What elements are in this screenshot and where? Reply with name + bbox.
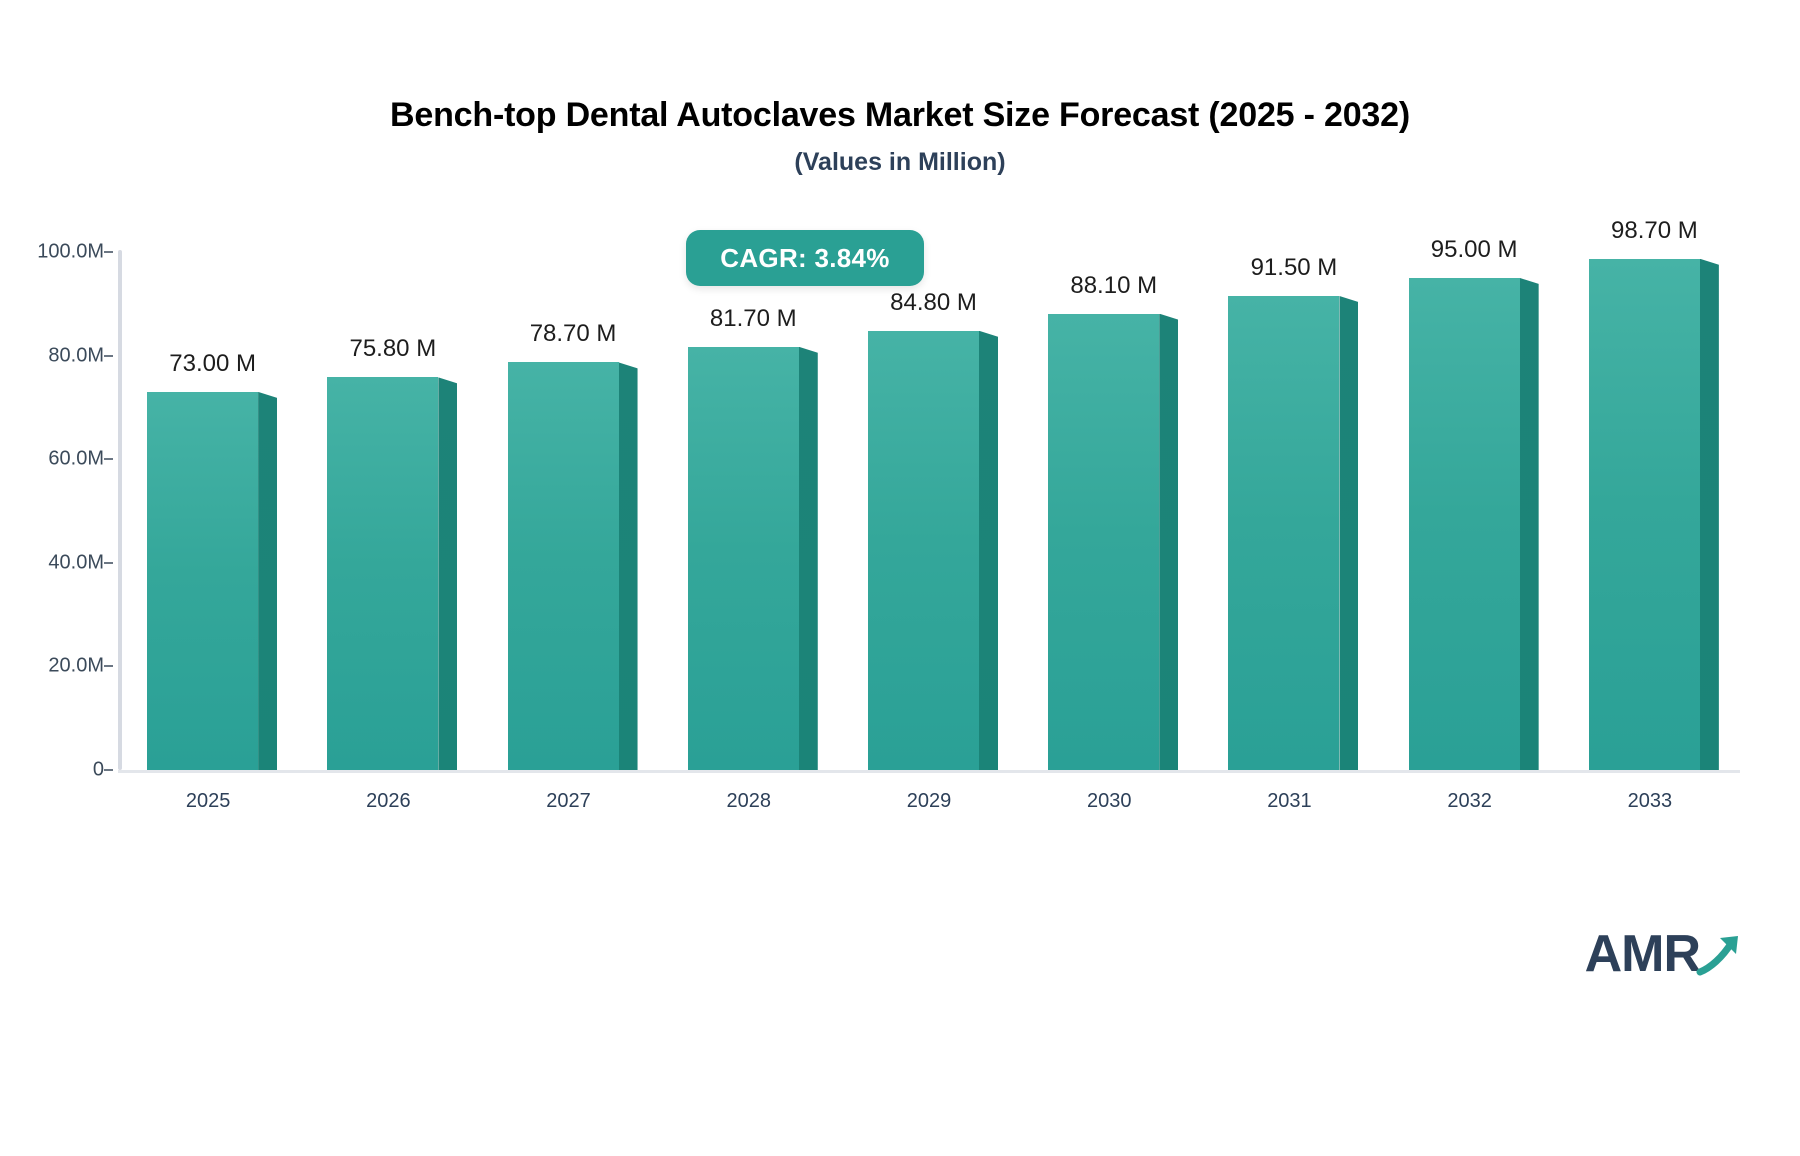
y-axis-tick-mark: [104, 665, 113, 668]
y-axis-tick-mark: [104, 251, 113, 253]
bar-column[interactable]: 75.80 M: [327, 252, 458, 770]
y-axis-tick-mark: [104, 769, 113, 771]
bar-front-face: [1408, 277, 1520, 770]
y-axis-tick-mark: [104, 354, 113, 357]
bar-value-label: 91.50 M: [1250, 254, 1338, 282]
bar-side-face: [979, 330, 998, 770]
bar-value-label: 88.10 M: [1070, 271, 1158, 299]
x-axis-line: [118, 770, 1740, 773]
y-axis-tick-mark: [104, 458, 113, 461]
bar-side-face: [1699, 258, 1719, 770]
x-axis-tick-label: 2031: [1267, 790, 1312, 812]
x-axis-tick-label: 2029: [906, 790, 952, 812]
x-axis-tick-label: 2026: [366, 790, 411, 812]
y-axis-tick-label: 60.0M: [48, 447, 104, 470]
bar-side-face: [798, 346, 818, 770]
bar-side-face: [1519, 277, 1539, 770]
y-axis-tick-label: 80.0M: [48, 344, 104, 367]
bar-value-label: 84.80 M: [890, 288, 977, 316]
bar-front-face: [507, 362, 619, 770]
bar-column[interactable]: 98.70 M: [1588, 217, 1719, 770]
x-axis-tick-label: 2030: [1086, 790, 1132, 812]
bar-side-face: [1159, 313, 1179, 770]
bar-column[interactable]: 84.80 M: [868, 252, 998, 770]
bar-value-label: 75.80 M: [349, 335, 437, 363]
bar-front-face: [687, 346, 799, 770]
bar-front-face: [327, 377, 439, 770]
bar-value-label: 81.70 M: [709, 304, 797, 332]
bar-column[interactable]: 73.00 M: [147, 252, 278, 770]
bar-column[interactable]: 95.00 M: [1408, 236, 1539, 770]
bar-side-face: [438, 377, 458, 770]
y-axis-tick-label: 0: [92, 758, 104, 781]
bar-side-face: [258, 391, 278, 770]
bar-value-label: 73.00 M: [169, 349, 256, 377]
bar-value-label: 78.70 M: [529, 320, 617, 348]
bar-value-label: 98.70 M: [1611, 216, 1698, 244]
bar-front-face: [1048, 313, 1160, 770]
x-axis-tick-label: 2027: [546, 790, 591, 812]
bar-side-face: [618, 362, 638, 770]
x-axis-tick-label: 2033: [1627, 790, 1673, 812]
y-axis-tick-mark: [104, 561, 113, 564]
x-axis-tick-label: 2032: [1447, 790, 1492, 812]
chart-subtitle: (Values in Million): [794, 148, 1006, 176]
bar-column[interactable]: 78.70 M: [507, 252, 638, 770]
bar-front-face: [1228, 296, 1340, 770]
logo-text: AMR: [1584, 925, 1701, 983]
y-axis-tick-label: 20.0M: [48, 654, 104, 677]
bar-column[interactable]: 81.70 M: [687, 252, 818, 770]
bar-value-label: 95.00 M: [1430, 235, 1518, 263]
bar-column[interactable]: 88.10 M: [1048, 252, 1179, 770]
y-axis-ticks: 100.0M 80.0M 60.0M 40.0M 20.0M 0: [0, 241, 113, 781]
amr-logo: AMR: [1585, 928, 1742, 980]
bar-front-face: [1588, 258, 1700, 770]
y-axis-line: [118, 250, 122, 770]
bar-side-face: [1339, 296, 1359, 770]
bar-front-face: [147, 391, 259, 770]
y-axis-tick-label: 40.0M: [48, 551, 104, 574]
page-title: Bench-top Dental Autoclaves Market Size …: [390, 96, 1410, 134]
y-axis-tick-label: 100.0M: [37, 240, 104, 263]
bar-series: 73.00 M 75.80 M 78.70 M 81.70 M 84.80 M 88.10…: [118, 217, 1740, 770]
cagr-badge: CAGR: 3.84%: [686, 230, 924, 286]
x-axis-tick-label: 2025: [185, 790, 231, 812]
x-axis-tick-label: 2028: [726, 790, 772, 812]
bar-column[interactable]: 91.50 M: [1228, 252, 1359, 770]
growth-arrow-icon: [1696, 932, 1742, 978]
bar-front-face: [868, 330, 979, 770]
